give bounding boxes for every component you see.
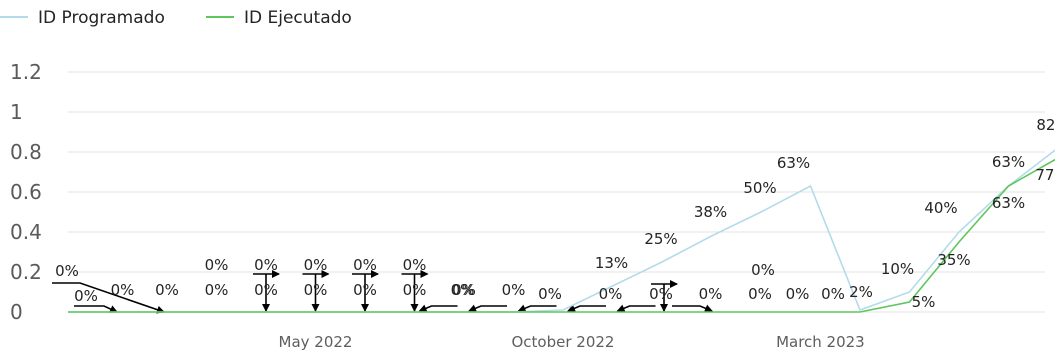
data-label: 0% xyxy=(205,256,229,274)
data-label: 2% xyxy=(849,283,873,301)
data-label: 0% xyxy=(205,281,229,299)
y-tick-label: 0 xyxy=(10,300,23,324)
data-label: 0% xyxy=(353,281,377,299)
y-tick-label: 1 xyxy=(10,100,23,124)
x-tick-label: October 2022 xyxy=(512,333,615,351)
legend-label-programado: ID Programado xyxy=(38,8,165,28)
callout-arrow xyxy=(468,304,507,312)
data-label: 0% xyxy=(74,287,98,305)
data-label: 0% xyxy=(304,281,328,299)
data-label: 63% xyxy=(992,153,1025,171)
data-label: 0% xyxy=(353,256,377,274)
data-label: 63% xyxy=(992,194,1025,212)
y-axis: 0 0.2 0.4 0.6 0.8 1 1.2 xyxy=(10,60,42,324)
data-label: 0% xyxy=(786,285,810,303)
series-lines xyxy=(68,149,1055,313)
y-tick-label: 0.6 xyxy=(10,180,42,204)
callout-arrow xyxy=(672,304,713,312)
data-label: 50% xyxy=(743,179,776,197)
x-axis: May 2022 October 2022 March 2023 xyxy=(279,333,865,351)
callout-arrow xyxy=(74,305,118,313)
data-label: 0% xyxy=(304,256,328,274)
data-label: 0% xyxy=(452,281,476,299)
callout-arrows xyxy=(52,270,713,314)
y-tick-label: 1.2 xyxy=(10,60,42,84)
callout-arrow xyxy=(616,304,656,312)
data-label: 0% xyxy=(403,281,427,299)
legend-item-ejecutado[interactable]: ID Ejecutado xyxy=(206,8,352,28)
data-label: 25% xyxy=(644,230,677,248)
x-tick-label: March 2023 xyxy=(776,333,865,351)
data-label: 0% xyxy=(538,285,562,303)
data-label: 10% xyxy=(881,260,914,278)
data-label: 77% xyxy=(1035,166,1055,184)
callout-arrow xyxy=(567,304,606,312)
callout-arrow xyxy=(517,304,557,312)
y-tick-label: 0.4 xyxy=(10,220,42,244)
data-label: 0% xyxy=(502,281,526,299)
x-tick-label: May 2022 xyxy=(279,333,353,351)
legend: ID Programado ID Ejecutado xyxy=(0,8,352,28)
data-label: 0% xyxy=(403,256,427,274)
data-label: 38% xyxy=(694,203,727,221)
callout-arrow xyxy=(418,304,458,312)
data-label: 0% xyxy=(649,285,673,303)
data-label: 0% xyxy=(821,285,845,303)
callout-arrow xyxy=(52,282,165,314)
data-labels: 0%0% 0%0% 0% 0% 0% 0%0% 0%13%25%38%50%63%2%10%… xyxy=(55,116,1055,311)
data-label: 82% xyxy=(1036,116,1055,134)
series-line xyxy=(68,158,1055,313)
data-label: 5% xyxy=(912,293,936,311)
data-label: 13% xyxy=(595,254,628,272)
legend-item-programado[interactable]: ID Programado xyxy=(0,8,165,28)
y-tick-label: 0.2 xyxy=(10,260,42,284)
data-label: 0% xyxy=(254,281,278,299)
legend-label-ejecutado: ID Ejecutado xyxy=(244,8,352,28)
y-tick-label: 0.8 xyxy=(10,140,42,164)
data-label: 0% xyxy=(599,285,623,303)
data-label: 0% xyxy=(699,285,723,303)
data-label: 0% xyxy=(111,281,135,299)
data-label: 0% xyxy=(254,256,278,274)
data-label: 40% xyxy=(924,199,957,217)
data-label: 0% xyxy=(55,262,79,280)
data-label: 0% xyxy=(451,281,475,299)
data-label: 63% xyxy=(777,154,810,172)
data-label: 0% xyxy=(748,285,772,303)
data-label: 35% xyxy=(937,251,970,269)
data-label: 0% xyxy=(751,261,775,279)
data-label: 0% xyxy=(155,281,179,299)
